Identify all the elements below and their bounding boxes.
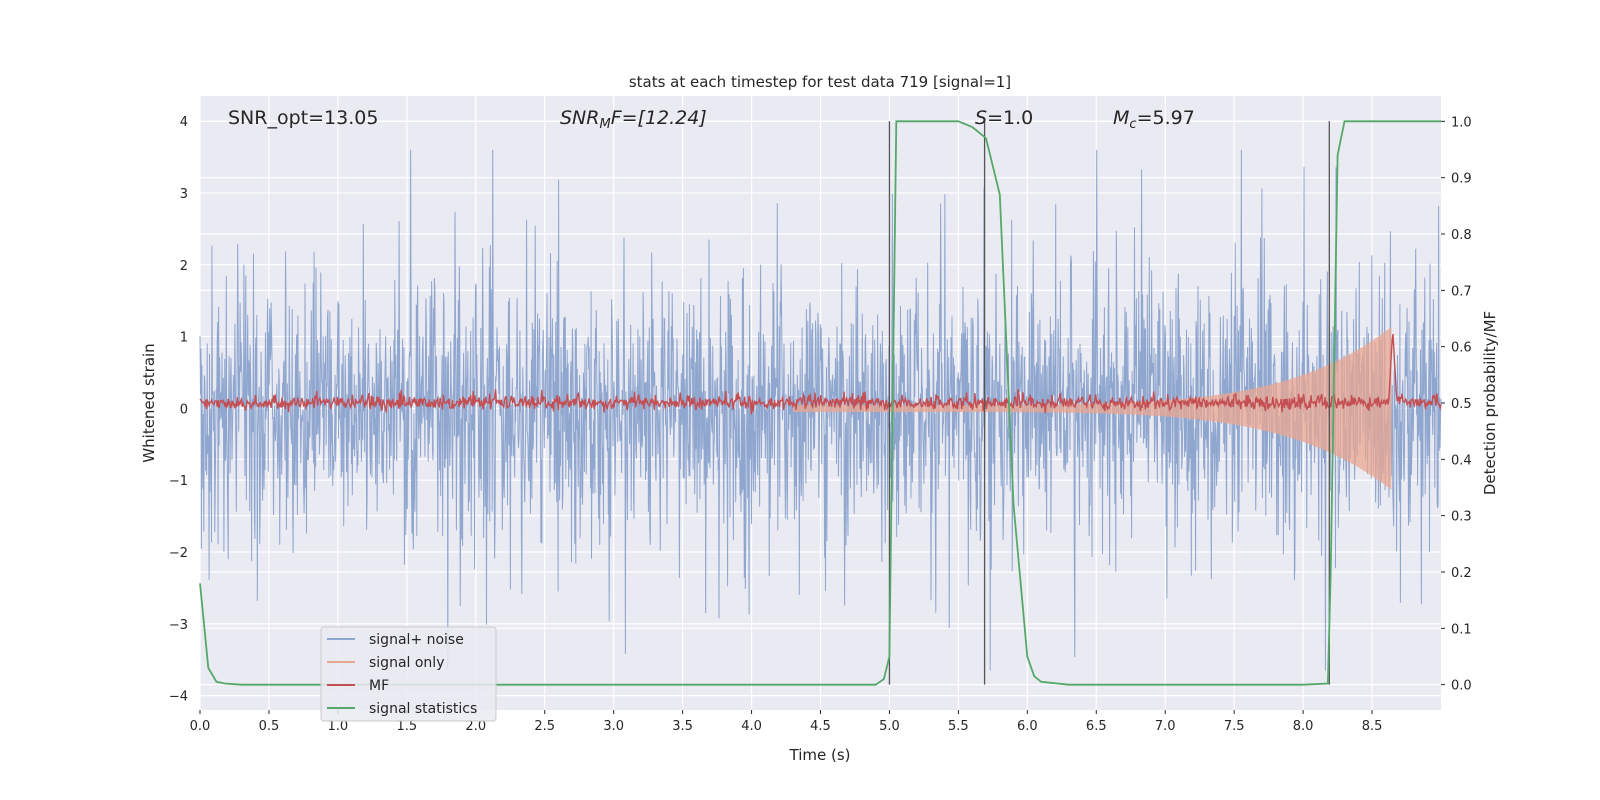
x-axis-label: Time (s) bbox=[789, 746, 851, 764]
x-tick-5: 2.5 bbox=[534, 719, 555, 734]
legend: signal+ noise signal only MF signal stat… bbox=[320, 626, 497, 722]
y-left-tick-1: −3 bbox=[169, 618, 188, 633]
legend-box bbox=[320, 626, 497, 722]
x-tick-15: 7.5 bbox=[1224, 719, 1245, 734]
x-tick-3: 1.5 bbox=[396, 719, 417, 734]
annotation-mc: Mc=5.97 bbox=[1113, 107, 1195, 132]
y-left-tick-8: 4 bbox=[180, 115, 188, 130]
y-right-tick-7: 0.7 bbox=[1451, 284, 1472, 299]
y-axis-label-left: Whitened strain bbox=[140, 343, 158, 462]
y-axis-label-right: Detection probability/MF bbox=[1481, 311, 1499, 495]
legend-label-signal-only: signal only bbox=[369, 655, 444, 671]
x-tick-10: 5.0 bbox=[879, 719, 900, 734]
x-tick-11: 5.5 bbox=[948, 719, 969, 734]
y-left-tick-0: −4 bbox=[169, 690, 188, 705]
x-tick-13: 6.5 bbox=[1086, 719, 1107, 734]
x-tick-17: 8.5 bbox=[1362, 719, 1383, 734]
annotation-mc-prefix: M bbox=[1113, 107, 1129, 129]
annotation-snr-mf-prefix: SNR bbox=[560, 107, 599, 129]
y-right-tick-0: 0.0 bbox=[1451, 679, 1472, 694]
x-tick-2: 1.0 bbox=[328, 719, 349, 734]
y-left-tick-2: −2 bbox=[169, 546, 188, 561]
y-right-tick-5: 0.5 bbox=[1451, 397, 1472, 412]
y-left-tick-5: 1 bbox=[180, 331, 188, 346]
y-right-tick-8: 0.8 bbox=[1451, 228, 1472, 243]
x-tick-4: 2.0 bbox=[465, 719, 486, 734]
annotation-mc-sub: c bbox=[1129, 117, 1136, 132]
legend-label-signal-statistics: signal statistics bbox=[369, 701, 477, 717]
annotation-s: S=1.0 bbox=[975, 107, 1033, 129]
y-right-tick-4: 0.4 bbox=[1451, 453, 1472, 468]
x-tick-14: 7.0 bbox=[1155, 719, 1176, 734]
x-tick-1: 0.5 bbox=[259, 719, 280, 734]
legend-label-signal-noise: signal+ noise bbox=[369, 632, 464, 648]
annotation-s-suffix: =1.0 bbox=[987, 107, 1033, 129]
chart-title: stats at each timestep for test data 719… bbox=[629, 73, 1011, 91]
x-tick-0: 0.0 bbox=[190, 719, 211, 734]
series-signal-statistics bbox=[199, 120, 1441, 686]
annotation-snr-mf: SNRMF=[12.24] bbox=[560, 107, 707, 132]
legend-label-mf: MF bbox=[369, 678, 389, 694]
annotation-mc-suffix: =5.97 bbox=[1137, 107, 1195, 129]
y-right-tick-9: 0.9 bbox=[1451, 172, 1472, 187]
ticks: 0.0 0.5 1.0 1.5 2.0 2.5 3.0 3.5 4.0 4.5 5.0 5.5 6.0 6… bbox=[169, 115, 1472, 734]
x-tick-9: 4.5 bbox=[810, 719, 831, 734]
annotation-snr-mf-suffix: F=[12.24] bbox=[611, 107, 707, 129]
y-left-tick-3: −1 bbox=[169, 474, 188, 489]
y-right-tick-10: 1.0 bbox=[1451, 115, 1472, 130]
y-right-tick-2: 0.2 bbox=[1451, 566, 1472, 581]
y-left-tick-4: 0 bbox=[180, 402, 188, 417]
x-tick-12: 6.0 bbox=[1017, 719, 1038, 734]
trace-signal-statistics bbox=[199, 120, 1441, 686]
series-mf bbox=[199, 334, 1442, 415]
x-tick-6: 3.0 bbox=[603, 719, 624, 734]
x-tick-7: 3.5 bbox=[672, 719, 693, 734]
y-right-tick-3: 0.3 bbox=[1451, 510, 1472, 525]
y-right-tick-1: 0.1 bbox=[1451, 622, 1472, 637]
y-right-tick-6: 0.6 bbox=[1451, 341, 1472, 356]
y-left-tick-7: 3 bbox=[180, 187, 188, 202]
trace-mf bbox=[199, 334, 1442, 415]
annotation-s-prefix: S bbox=[975, 107, 987, 129]
x-tick-8: 4.0 bbox=[741, 719, 762, 734]
annotation-snr-mf-sub: M bbox=[599, 117, 610, 132]
annotation-snr-opt: SNR_opt=13.05 bbox=[228, 107, 378, 129]
x-tick-16: 8.0 bbox=[1293, 719, 1314, 734]
y-left-tick-6: 2 bbox=[180, 259, 188, 274]
